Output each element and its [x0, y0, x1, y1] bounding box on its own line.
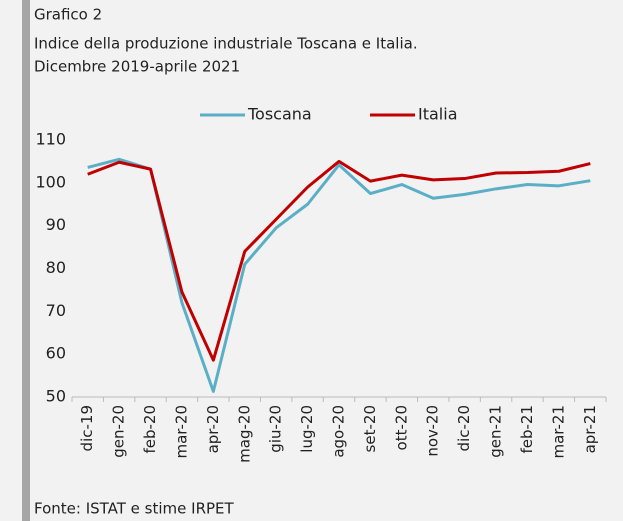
legend-label: Toscana [247, 105, 312, 124]
x-tick-label: mar-20 [172, 405, 190, 459]
x-tick-label: giu-20 [267, 405, 285, 453]
series-line [87, 159, 591, 362]
x-tick-label: lug-20 [298, 405, 316, 453]
x-tick-label: mag-20 [235, 405, 253, 463]
y-tick-label: 110 [35, 130, 66, 149]
series-line [87, 157, 591, 393]
chart-title: Indice della produzione industriale Tosc… [34, 35, 418, 53]
x-tick-label: dic-19 [78, 405, 96, 451]
x-tick-label: gen-20 [110, 405, 128, 458]
y-tick-label: 90 [46, 215, 66, 234]
x-tick-label: feb-21 [518, 405, 536, 454]
x-tick-label: ago-20 [330, 405, 348, 458]
chart-subtitle: Dicembre 2019-aprile 2021 [34, 58, 240, 76]
y-tick-label: 80 [46, 258, 66, 277]
y-tick-label: 60 [46, 344, 66, 363]
x-tick-label: set-20 [361, 405, 379, 452]
x-tick-label: dic-20 [455, 405, 473, 451]
x-tick-label: feb-20 [141, 405, 159, 454]
x-tick-label: nov-20 [424, 405, 442, 457]
chart-label: Grafico 2 [34, 6, 102, 24]
x-tick-label: mar-21 [549, 405, 567, 459]
x-tick-label: gen-21 [487, 405, 505, 458]
source: Fonte: ISTAT e stime IRPET [34, 500, 235, 518]
x-tick-label: apr-20 [204, 405, 222, 453]
y-tick-label: 100 [35, 172, 66, 191]
y-tick-label: 70 [46, 301, 66, 320]
side-bar [22, 0, 30, 521]
x-tick-label: ott-20 [392, 405, 410, 450]
legend-label: Italia [418, 105, 458, 124]
y-tick-label: 50 [46, 387, 66, 406]
x-tick-label: apr-21 [581, 405, 599, 453]
